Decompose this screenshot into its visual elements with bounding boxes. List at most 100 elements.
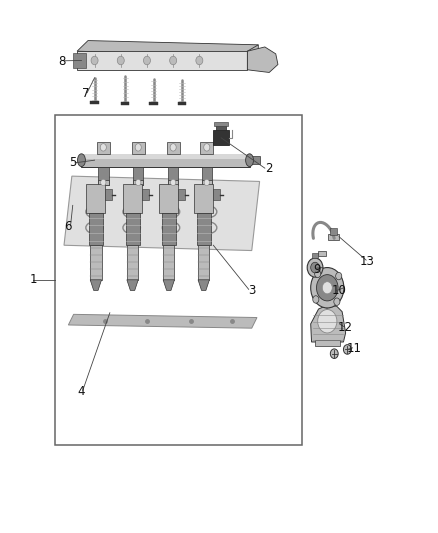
- Text: 10: 10: [332, 284, 346, 297]
- Circle shape: [314, 270, 321, 278]
- Circle shape: [204, 179, 209, 185]
- Polygon shape: [159, 184, 178, 213]
- Polygon shape: [127, 245, 138, 280]
- Polygon shape: [64, 176, 260, 251]
- Text: 6: 6: [65, 220, 72, 233]
- Polygon shape: [201, 180, 212, 185]
- Text: ⋯: ⋯: [165, 201, 170, 206]
- Circle shape: [117, 56, 124, 64]
- Circle shape: [322, 282, 332, 294]
- Polygon shape: [162, 213, 176, 245]
- Text: 1: 1: [30, 273, 37, 286]
- Circle shape: [311, 262, 319, 273]
- Text: 3: 3: [248, 284, 255, 297]
- Text: ⋯: ⋯: [202, 201, 208, 206]
- Polygon shape: [133, 166, 144, 185]
- Polygon shape: [142, 189, 149, 200]
- Circle shape: [101, 179, 106, 185]
- Polygon shape: [198, 245, 209, 280]
- Circle shape: [170, 144, 176, 151]
- Polygon shape: [198, 280, 209, 290]
- Circle shape: [204, 144, 210, 151]
- Polygon shape: [86, 184, 106, 213]
- Polygon shape: [201, 166, 212, 185]
- Polygon shape: [315, 340, 339, 346]
- Polygon shape: [247, 47, 278, 72]
- Polygon shape: [81, 154, 250, 166]
- Polygon shape: [149, 102, 158, 106]
- Circle shape: [170, 56, 177, 64]
- Circle shape: [311, 268, 344, 308]
- Circle shape: [343, 345, 351, 354]
- Text: 9: 9: [314, 263, 321, 276]
- Polygon shape: [216, 123, 226, 131]
- Polygon shape: [178, 189, 185, 200]
- Circle shape: [136, 179, 141, 185]
- Polygon shape: [330, 228, 337, 235]
- Text: ⋯: ⋯: [90, 185, 95, 190]
- Polygon shape: [163, 245, 174, 280]
- Polygon shape: [197, 213, 211, 245]
- Text: 2: 2: [265, 161, 273, 175]
- Polygon shape: [77, 41, 258, 55]
- Polygon shape: [97, 142, 110, 154]
- Ellipse shape: [246, 154, 254, 166]
- Polygon shape: [90, 101, 99, 104]
- Polygon shape: [166, 142, 180, 154]
- Text: 7: 7: [82, 87, 90, 100]
- Polygon shape: [123, 184, 142, 213]
- Circle shape: [144, 56, 150, 64]
- Polygon shape: [89, 213, 103, 245]
- Circle shape: [307, 258, 323, 277]
- Text: 12: 12: [338, 321, 353, 334]
- Polygon shape: [163, 280, 174, 290]
- Polygon shape: [311, 305, 346, 342]
- Polygon shape: [194, 184, 213, 213]
- Polygon shape: [328, 233, 339, 240]
- Text: ⋯: ⋯: [90, 201, 95, 206]
- Circle shape: [100, 144, 106, 151]
- Text: ⋯: ⋯: [165, 185, 170, 190]
- Polygon shape: [312, 253, 318, 258]
- Polygon shape: [81, 154, 250, 159]
- Polygon shape: [168, 180, 178, 185]
- Polygon shape: [121, 102, 130, 106]
- Circle shape: [336, 272, 342, 280]
- Text: 11: 11: [347, 342, 362, 356]
- Circle shape: [91, 56, 98, 64]
- Polygon shape: [106, 189, 113, 200]
- Polygon shape: [68, 314, 257, 328]
- Text: ⋯: ⋯: [127, 201, 132, 206]
- Circle shape: [196, 56, 203, 64]
- Text: 4: 4: [78, 385, 85, 398]
- Polygon shape: [214, 122, 228, 126]
- Polygon shape: [73, 53, 86, 68]
- Polygon shape: [90, 245, 102, 280]
- Circle shape: [170, 179, 176, 185]
- Text: ⋯: ⋯: [127, 185, 132, 190]
- Polygon shape: [168, 166, 178, 185]
- Circle shape: [334, 298, 340, 305]
- Polygon shape: [98, 180, 109, 185]
- Polygon shape: [213, 131, 229, 146]
- Text: 5: 5: [69, 156, 76, 169]
- Bar: [55, 115, 302, 445]
- Text: ⋯: ⋯: [202, 185, 208, 190]
- Circle shape: [313, 296, 319, 303]
- Polygon shape: [247, 45, 258, 70]
- Polygon shape: [98, 166, 109, 185]
- Circle shape: [330, 349, 338, 359]
- Polygon shape: [90, 280, 102, 290]
- Polygon shape: [250, 156, 261, 165]
- Text: 13: 13: [360, 255, 375, 268]
- Polygon shape: [132, 142, 145, 154]
- Polygon shape: [77, 51, 247, 70]
- Text: 8: 8: [58, 55, 66, 68]
- Circle shape: [318, 310, 337, 333]
- Polygon shape: [133, 180, 144, 185]
- Circle shape: [317, 274, 338, 301]
- Polygon shape: [127, 280, 138, 290]
- Ellipse shape: [78, 154, 85, 166]
- Circle shape: [135, 144, 141, 151]
- Polygon shape: [126, 213, 140, 245]
